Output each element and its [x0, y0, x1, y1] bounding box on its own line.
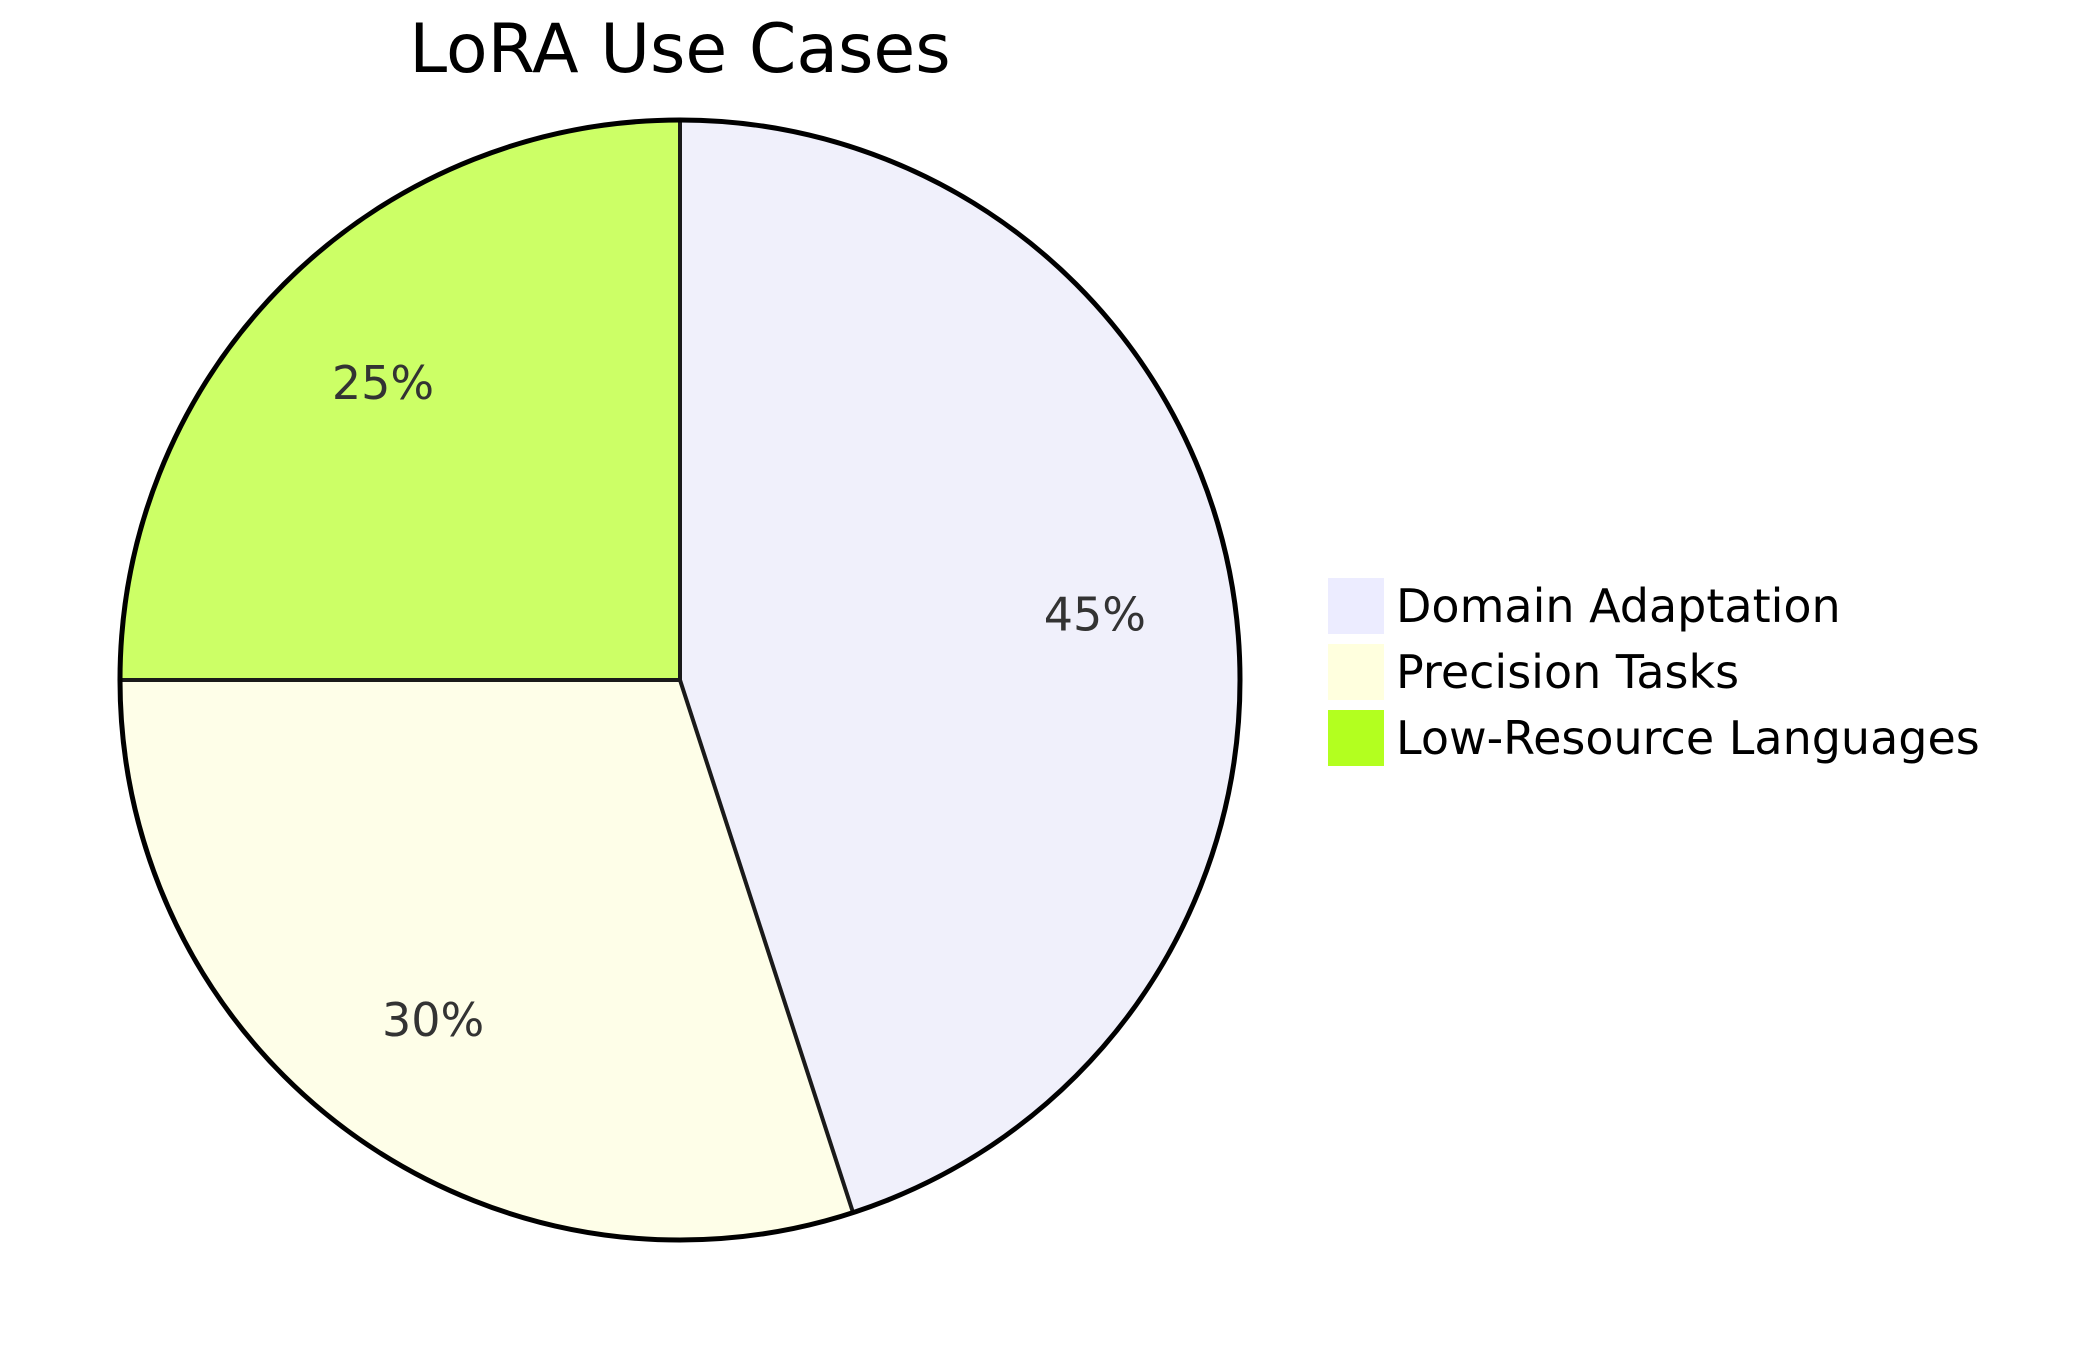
slice-label-domain-adaptation: 45% [1044, 587, 1146, 641]
slice-dividers [120, 120, 855, 1214]
slice-label-precision-tasks: 30% [382, 993, 484, 1047]
legend-swatch-low-resource-languages [1328, 710, 1384, 766]
legend-swatch-precision-tasks [1328, 644, 1384, 700]
legend-label-precision-tasks: Precision Tasks [1396, 645, 1739, 699]
legend-label-domain-adaptation: Domain Adaptation [1396, 579, 1841, 633]
chart-title: LoRA Use Cases [409, 10, 950, 89]
pie-slice-precision-tasks [120, 680, 854, 1240]
legend: Domain Adaptation Precision Tasks Low-Reso… [1328, 578, 1980, 766]
pie-slice-domain-adaptation [680, 120, 1240, 1213]
pie-slices [120, 120, 1240, 1240]
pie-slice-low-resource-languages [120, 120, 680, 680]
slice-labels: 45% 30% 25% [332, 356, 1146, 1047]
slice-label-low-resource-languages: 25% [332, 356, 434, 410]
legend-label-low-resource-languages: Low-Resource Languages [1396, 711, 1980, 765]
slice-divider-2 [678, 679, 855, 1214]
pie-outline [117, 117, 1243, 1243]
legend-swatch-domain-adaptation [1328, 578, 1384, 634]
